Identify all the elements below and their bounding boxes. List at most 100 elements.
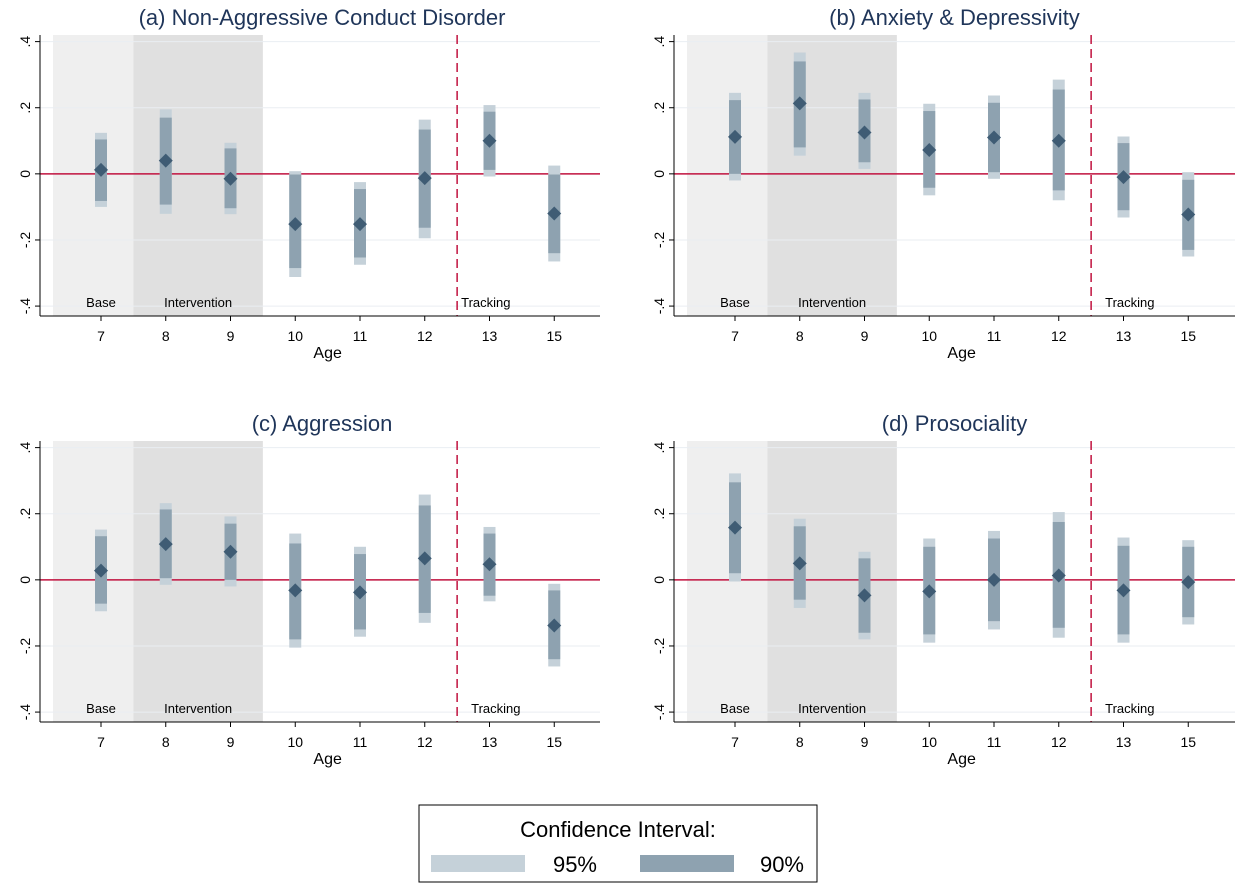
x-tick-label: 15 (546, 734, 562, 750)
region-label-intervention: Intervention (164, 295, 232, 310)
region-label-tracking: Tracking (471, 701, 520, 716)
legend-label-90: 90% (760, 852, 804, 877)
region-label-intervention: Intervention (798, 701, 866, 716)
point-estimate (987, 572, 1001, 587)
y-tick-label: 0 (651, 576, 667, 584)
y-tick-label: 0 (17, 576, 33, 584)
x-tick-label: 11 (987, 328, 1002, 344)
panel-3: -.4 -.2 0 .2 .4 7 8 9 10 11 12 13 15 Base Intervention… (17, 411, 600, 768)
x-tick-label: 10 (287, 328, 303, 344)
x-tick-label: 8 (162, 734, 170, 750)
panels: -.4 -.2 0 .2 .4 7 8 9 10 11 12 13 15 Base Intervention… (17, 5, 1235, 768)
x-tick-label: 10 (921, 734, 937, 750)
point-estimate (857, 125, 872, 140)
panel-2: -.4 -.2 0 .2 .4 7 8 9 10 11 12 13 15 Base Intervention… (651, 5, 1235, 362)
base-region (687, 35, 768, 316)
x-tick-label: 13 (1116, 734, 1132, 750)
point-estimate (1051, 133, 1066, 148)
point-estimate (792, 556, 807, 571)
legend-title: Confidence Interval: (520, 817, 716, 842)
point-estimate (417, 171, 432, 186)
x-tick-label: 8 (162, 328, 170, 344)
x-tick-label: 13 (482, 328, 498, 344)
panel-title: (c) Aggression (252, 411, 393, 436)
x-tick-label: 12 (417, 328, 433, 344)
point-estimate (158, 153, 173, 168)
panel-title: (a) Non-Aggressive Conduct Disorder (139, 5, 506, 30)
x-tick-label: 15 (546, 328, 562, 344)
point-estimate (482, 133, 497, 148)
x-axis-label: Age (313, 345, 342, 362)
intervention-region (133, 441, 263, 722)
y-tick-label: -.4 (651, 298, 667, 315)
intervention-region (767, 35, 897, 316)
point-estimate (353, 217, 367, 232)
x-tick-label: 8 (796, 328, 804, 344)
region-label-base: Base (86, 295, 116, 310)
x-tick-label: 11 (353, 328, 368, 344)
y-tick-label: .4 (651, 442, 667, 454)
x-tick-label: 8 (796, 734, 804, 750)
y-tick-label: -.2 (17, 232, 33, 249)
x-tick-label: 7 (97, 734, 105, 750)
point-estimate (1116, 170, 1131, 185)
x-axis-label: Age (313, 751, 342, 768)
point-estimate (158, 537, 173, 552)
point-estimate (728, 129, 742, 144)
intervention-region (767, 441, 897, 722)
legend-swatch-90 (640, 855, 734, 872)
region-label-intervention: Intervention (164, 701, 232, 716)
x-tick-label: 7 (97, 328, 105, 344)
x-tick-label: 13 (482, 734, 498, 750)
y-tick-label: .2 (17, 508, 33, 520)
point-estimate (547, 618, 562, 633)
region-label-base: Base (86, 701, 116, 716)
base-region (53, 35, 134, 316)
x-axis-label: Age (947, 751, 976, 768)
x-axis-label: Age (947, 345, 976, 362)
legend: Confidence Interval: 95% 90% (418, 804, 818, 883)
x-tick-label: 12 (417, 734, 433, 750)
panel-1: -.4 -.2 0 .2 .4 7 8 9 10 11 12 13 15 Base Intervention… (17, 5, 600, 362)
y-tick-label: 0 (17, 170, 33, 178)
x-tick-label: 10 (287, 734, 303, 750)
x-tick-label: 12 (1051, 328, 1067, 344)
y-tick-label: -.4 (17, 298, 33, 315)
x-tick-label: 9 (227, 734, 235, 750)
region-label-tracking: Tracking (1105, 295, 1154, 310)
x-tick-label: 7 (731, 734, 739, 750)
y-tick-label: .4 (17, 36, 33, 48)
legend-label-95: 95% (553, 852, 597, 877)
point-estimate (1181, 207, 1196, 222)
point-estimate (288, 583, 303, 598)
y-tick-label: .2 (651, 102, 667, 114)
region-label-tracking: Tracking (1105, 701, 1154, 716)
x-tick-label: 11 (353, 734, 368, 750)
panel-4: -.4 -.2 0 .2 .4 7 8 9 10 11 12 13 15 Base Intervention… (651, 411, 1235, 768)
x-tick-label: 15 (1180, 328, 1196, 344)
point-estimate (482, 557, 497, 572)
x-tick-label: 12 (1051, 734, 1067, 750)
region-label-base: Base (720, 295, 750, 310)
point-estimate (922, 143, 937, 158)
point-estimate (353, 585, 367, 600)
y-tick-label: .4 (651, 36, 667, 48)
point-estimate (1116, 583, 1131, 598)
point-estimate (792, 96, 807, 111)
y-tick-label: 0 (651, 170, 667, 178)
x-tick-label: 9 (861, 328, 869, 344)
x-tick-label: 11 (987, 734, 1002, 750)
y-tick-label: .4 (17, 442, 33, 454)
x-tick-label: 9 (861, 734, 869, 750)
point-estimate (1181, 575, 1196, 590)
intervention-region (133, 35, 263, 316)
point-estimate (987, 130, 1001, 145)
point-estimate (547, 206, 562, 221)
region-label-base: Base (720, 701, 750, 716)
point-estimate (728, 520, 742, 535)
y-tick-label: -.2 (651, 232, 667, 249)
panel-title: (d) Prosociality (882, 411, 1027, 436)
y-tick-label: -.4 (17, 704, 33, 721)
base-region (53, 441, 134, 722)
